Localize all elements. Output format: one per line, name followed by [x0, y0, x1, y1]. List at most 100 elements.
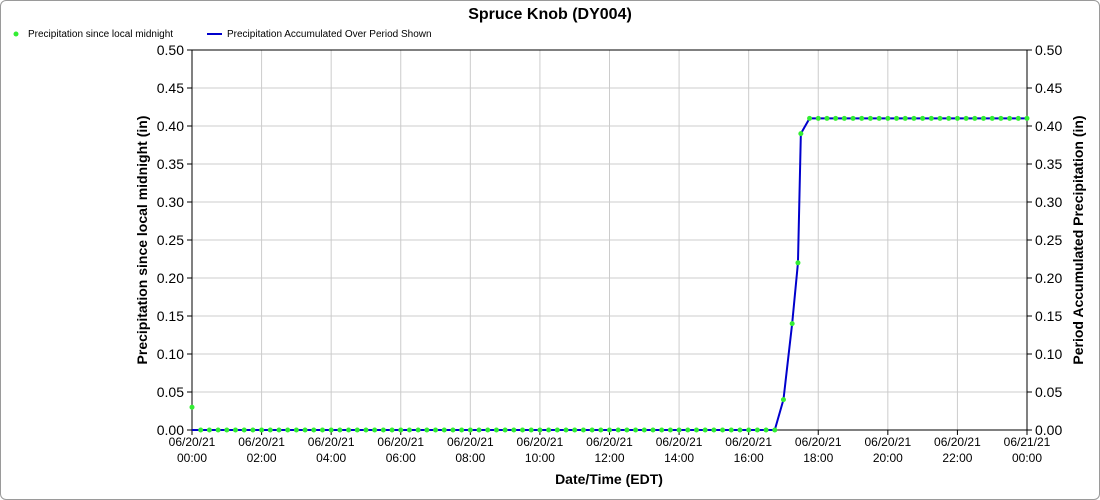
data-point	[528, 427, 534, 433]
data-point	[206, 427, 212, 433]
data-point	[198, 427, 204, 433]
y-tick-label-right: 0.05	[1035, 384, 1062, 400]
data-point	[780, 397, 786, 403]
data-point	[354, 427, 360, 433]
chart-title: Spruce Knob (DY004)	[468, 6, 632, 23]
data-point	[1007, 115, 1013, 121]
x-tick-label-time: 14:00	[664, 451, 694, 465]
data-point	[920, 115, 926, 121]
x-tick-label-time: 00:00	[177, 451, 207, 465]
data-point	[989, 115, 995, 121]
x-tick-label-time: 04:00	[316, 451, 346, 465]
data-point	[459, 427, 465, 433]
data-point	[615, 427, 621, 433]
data-point	[763, 427, 769, 433]
y-tick-label-left: 0.45	[157, 80, 184, 96]
y-tick-label-left: 0.35	[157, 156, 184, 172]
data-point	[624, 427, 630, 433]
data-point	[833, 115, 839, 121]
series-midnight-points	[189, 115, 1030, 433]
y-tick-label-left: 0.20	[157, 270, 184, 286]
data-point	[380, 427, 386, 433]
data-point	[807, 115, 813, 121]
data-point	[659, 427, 665, 433]
y-tick-label-right: 0.10	[1035, 346, 1062, 362]
data-point	[311, 427, 317, 433]
y-tick-label-right: 0.30	[1035, 194, 1062, 210]
y-tick-label-left: 0.05	[157, 384, 184, 400]
data-point	[946, 115, 952, 121]
y-tick-label-left: 0.25	[157, 232, 184, 248]
data-point	[928, 115, 934, 121]
x-tick-label-time: 16:00	[734, 451, 764, 465]
data-point	[232, 427, 238, 433]
data-point	[224, 427, 230, 433]
y-tick-label-right: 0.50	[1035, 42, 1062, 58]
data-point	[250, 427, 256, 433]
data-point	[467, 427, 473, 433]
data-point	[398, 427, 404, 433]
x-tick-label-date: 06/20/21	[308, 435, 355, 449]
data-point	[328, 427, 334, 433]
data-point	[424, 427, 430, 433]
data-point	[572, 427, 578, 433]
data-point	[511, 427, 517, 433]
data-point	[972, 115, 978, 121]
legend-label-points: Precipitation since local midnight	[28, 29, 173, 40]
x-tick-label-date: 06/20/21	[586, 435, 633, 449]
y-axis-right-ticks: 0.00 0.05 0.10 0.15 0.20 0.25 0.30 0.35 0.40 0.45…	[1035, 42, 1062, 438]
data-point	[685, 427, 691, 433]
data-point	[415, 427, 421, 433]
x-tick-label-date: 06/20/21	[795, 435, 842, 449]
data-point	[815, 115, 821, 121]
data-point	[702, 427, 708, 433]
grid-lines	[191, 49, 1028, 431]
data-point	[1015, 115, 1021, 121]
x-tick-label-time: 06:00	[386, 451, 416, 465]
x-axis-ticks: 06/20/21 00:00 06/20/21 02:00 06/20/21 04:00 0…	[169, 435, 1051, 465]
data-point	[580, 427, 586, 433]
data-point	[337, 427, 343, 433]
data-point	[902, 115, 908, 121]
data-point	[859, 115, 865, 121]
data-point	[563, 427, 569, 433]
x-tick-label-time: 00:00	[1012, 451, 1042, 465]
legend-marker-points	[13, 31, 19, 37]
y-tick-label-right: 0.00	[1035, 422, 1062, 438]
y-tick-label-left: 0.50	[157, 42, 184, 58]
data-point	[754, 427, 760, 433]
data-point	[598, 427, 604, 433]
data-point	[502, 427, 508, 433]
data-point	[433, 427, 439, 433]
x-tick-label-date: 06/20/21	[447, 435, 494, 449]
data-point	[641, 427, 647, 433]
x-tick-label-date: 06/20/21	[517, 435, 564, 449]
x-tick-label-time: 02:00	[247, 451, 277, 465]
data-point	[841, 115, 847, 121]
data-point	[476, 427, 482, 433]
data-point	[520, 427, 526, 433]
x-tick-label-date: 06/20/21	[656, 435, 703, 449]
y-tick-label-left: 0.10	[157, 346, 184, 362]
x-tick-label-time: 18:00	[803, 451, 833, 465]
y-tick-label-right: 0.40	[1035, 118, 1062, 134]
data-point	[259, 427, 265, 433]
x-tick-label-time: 10:00	[525, 451, 555, 465]
data-point	[607, 427, 612, 433]
data-point	[493, 427, 499, 433]
data-point	[937, 115, 943, 121]
data-point	[276, 427, 282, 433]
data-point	[720, 427, 726, 433]
data-point	[372, 427, 378, 433]
data-point	[885, 115, 891, 121]
accumulated-line	[192, 117, 1027, 431]
x-tick-label-date: 06/20/21	[934, 435, 981, 449]
y-tick-label-right: 0.35	[1035, 156, 1062, 172]
data-point	[963, 115, 969, 121]
y-axis-right-label: Period Accumulated Precipitation (in)	[1070, 115, 1086, 364]
data-point	[485, 427, 491, 433]
data-point	[728, 427, 734, 433]
y-axis-left-ticks: 0.00 0.05 0.10 0.15 0.20 0.25 0.30 0.35 0.40 0.45…	[157, 42, 184, 438]
data-point	[389, 427, 395, 433]
